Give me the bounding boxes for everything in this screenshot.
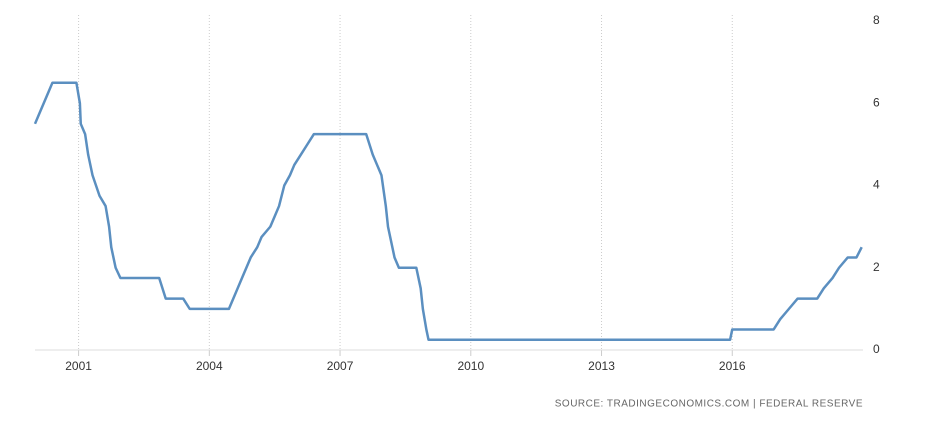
x-tick-label: 2001 <box>65 359 92 373</box>
x-tick-label: 2016 <box>719 359 746 373</box>
line-series <box>33 81 863 341</box>
y-tick-label: 0 <box>873 342 880 356</box>
x-tick-label: 2013 <box>588 359 615 373</box>
source: SOURCE: TRADINGECONOMICS.COM | FEDERAL R… <box>555 399 863 410</box>
x-tick-label: 2010 <box>457 359 484 373</box>
y-tick-label: 4 <box>873 178 880 192</box>
y-tick-label: 8 <box>873 13 880 27</box>
y-tick-label: 2 <box>873 260 880 274</box>
y-tick-label: 6 <box>873 95 880 109</box>
x-tick-label: 2004 <box>196 359 223 373</box>
x-tick-label: 2007 <box>327 359 354 373</box>
